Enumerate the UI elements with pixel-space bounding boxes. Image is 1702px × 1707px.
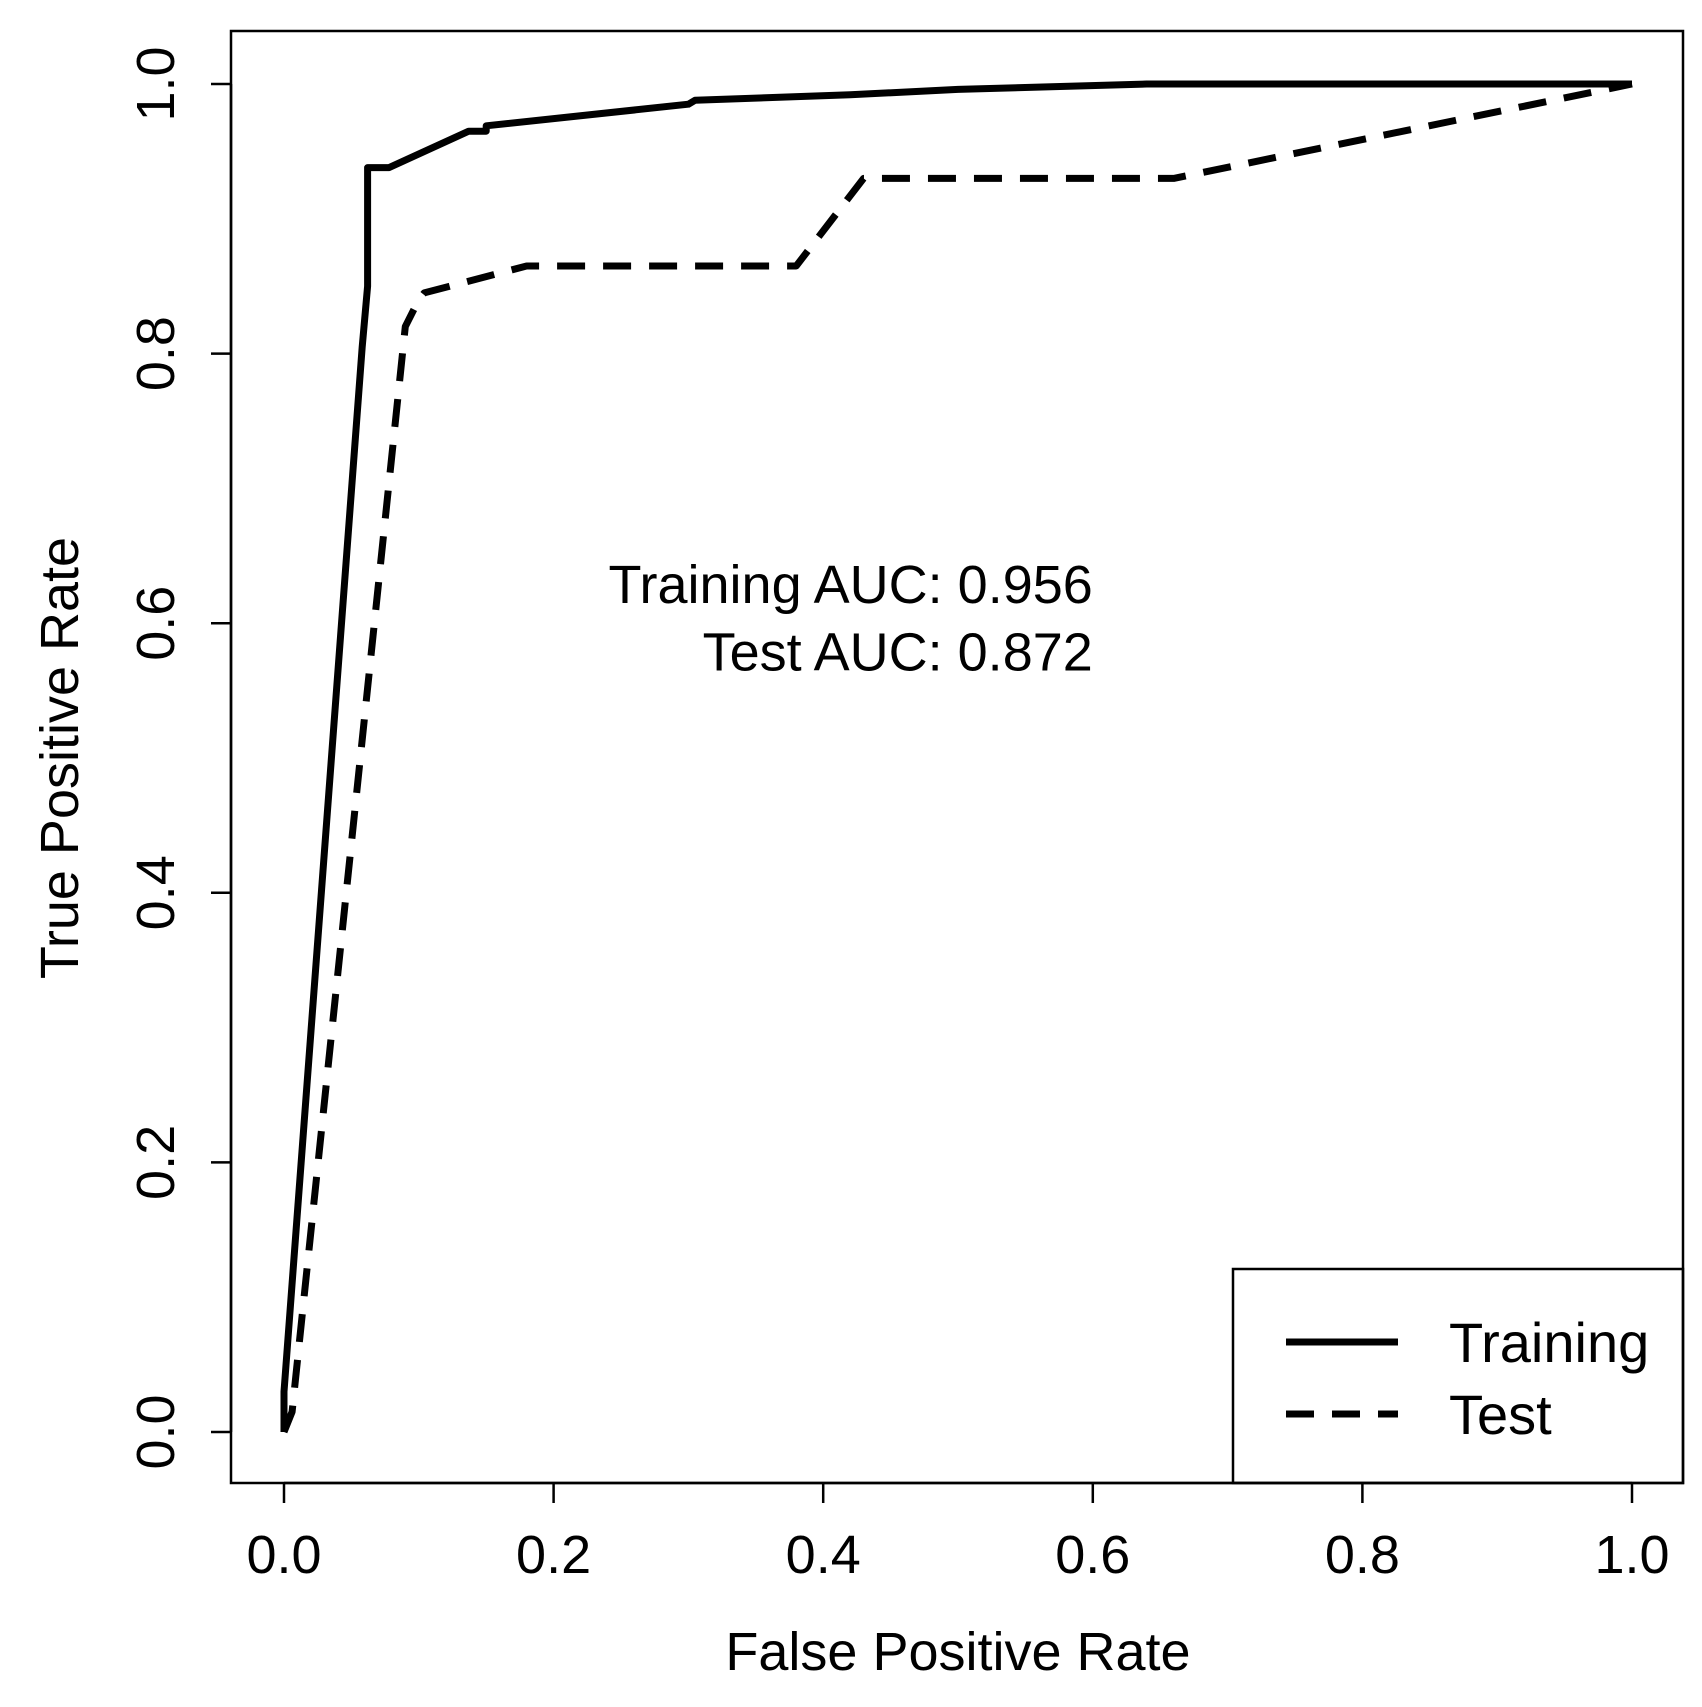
x-tick-label: 0.4 [786, 1525, 861, 1585]
y-axis: 0.0 0.2 0.4 0.6 0.8 1.0 [126, 46, 233, 1470]
x-axis-title: False Positive Rate [725, 1622, 1190, 1682]
auc-annotation: Test AUC: 0.872 [703, 622, 1093, 682]
legend: Training Test [1231, 1267, 1685, 1485]
series-line-test [280, 80, 1633, 1434]
y-tick-label: 0.6 [126, 586, 186, 661]
plot-frame [229, 29, 1685, 1485]
legend-label-training: Training [1449, 1311, 1649, 1374]
auc-annotation: Training AUC: 0.956 [609, 555, 1093, 615]
x-tick-label: 0.6 [1055, 1525, 1130, 1585]
y-tick-label: 0.0 [126, 1394, 186, 1469]
x-axis: 0.0 0.2 0.4 0.6 0.8 1.0 [246, 1481, 1670, 1585]
x-tick-label: 0.8 [1325, 1525, 1400, 1585]
x-tick-label: 0.0 [246, 1525, 321, 1585]
y-tick-label: 0.4 [126, 855, 186, 930]
x-tick-label: 1.0 [1594, 1525, 1669, 1585]
y-tick-label: 0.2 [126, 1125, 186, 1200]
series-line-training [280, 80, 1632, 1432]
series-layer [280, 80, 1633, 1434]
y-tick-label: 1.0 [126, 46, 186, 121]
y-axis-title: True Positive Rate [30, 537, 90, 979]
x-tick-label: 0.2 [516, 1525, 591, 1585]
legend-label-test: Test [1449, 1383, 1552, 1446]
y-tick-label: 0.8 [126, 316, 186, 391]
auc-annotations: Training AUC: 0.956 Test AUC: 0.872 [609, 555, 1093, 682]
legend-box [1231, 1267, 1685, 1485]
